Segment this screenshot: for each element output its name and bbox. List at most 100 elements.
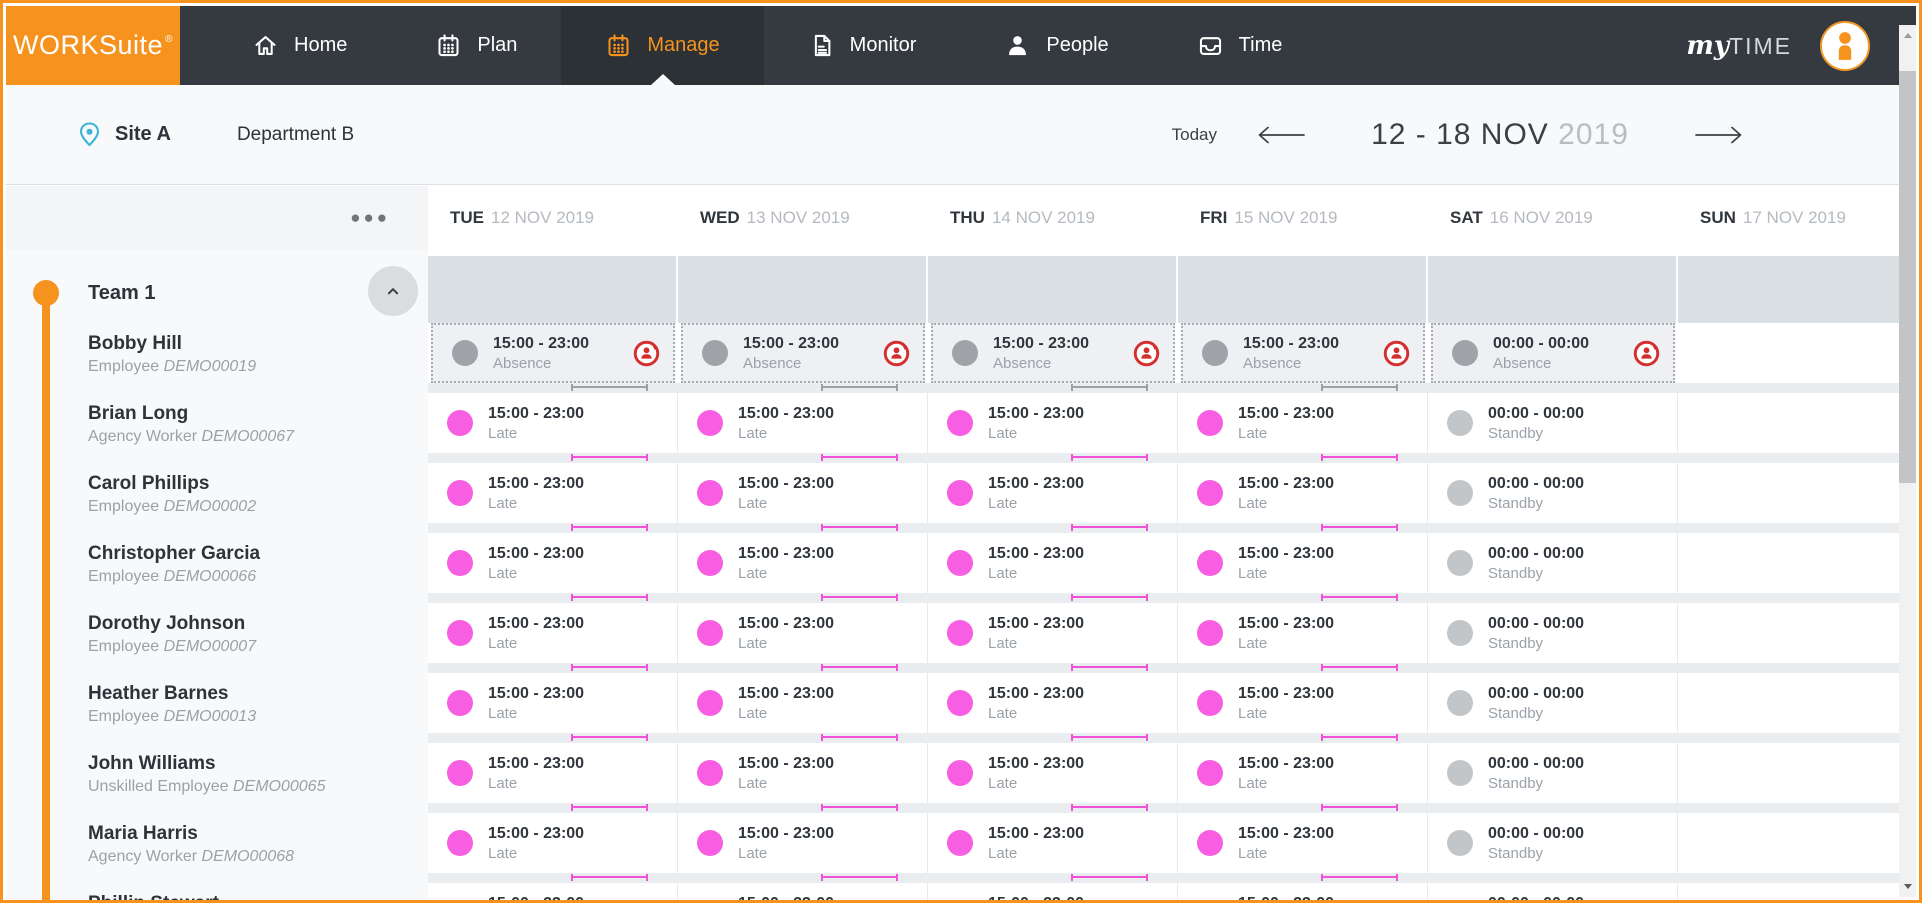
shift-cell[interactable]: 00:00 - 00:00 Absence <box>1431 323 1675 383</box>
schedule-grid: Team 1 Bobby Hill Employee DEMO00019 Brian… <box>6 250 1903 900</box>
team-header[interactable]: Team 1 <box>6 250 428 324</box>
employee-list-item[interactable]: Carol Phillips Employee DEMO00002 <box>6 464 428 534</box>
shift-label: Absence <box>993 354 1052 372</box>
employee-list-item[interactable]: Christopher Garcia Employee DEMO00066 <box>6 534 428 604</box>
tab-time[interactable]: Time <box>1153 6 1327 85</box>
previous-week-button[interactable] <box>1255 124 1307 146</box>
active-tab-caret <box>650 74 675 85</box>
tab-people[interactable]: People <box>960 6 1152 85</box>
empty-cell <box>1678 813 1903 873</box>
employee-list-item[interactable]: Bobby Hill Employee DEMO00019 <box>6 324 428 394</box>
document-icon <box>814 34 831 57</box>
shift-cell[interactable]: 15:00 - 23:00 Absence <box>681 323 925 383</box>
department-selector[interactable]: Department B <box>236 123 355 145</box>
scroll-up-arrow-icon[interactable] <box>1899 27 1916 44</box>
ellipsis-menu-icon[interactable]: ●●● <box>350 208 390 227</box>
context-bar: Site A Department B Today 12 - 18 NOV 20… <box>6 85 1903 185</box>
worksuite-logo[interactable]: WORKSuite ® <box>6 6 180 85</box>
tab-home[interactable]: Home <box>208 6 391 85</box>
employee-list-item[interactable]: Heather Barnes Employee DEMO00013 <box>6 674 428 744</box>
vertical-scrollbar[interactable] <box>1899 25 1916 897</box>
shift-duration-bar <box>571 524 648 531</box>
employee-role: Employee <box>88 358 160 375</box>
next-week-button[interactable] <box>1693 124 1745 146</box>
date-navigation: Today 12 - 18 NOV 2019 <box>1172 118 1783 152</box>
employee-list-item[interactable]: Maria Harris Agency Worker DEMO00068 <box>6 814 428 884</box>
employee-list-item[interactable]: Brian Long Agency Worker DEMO00067 <box>6 394 428 464</box>
day-date: 14 NOV 2019 <box>991 208 1095 227</box>
empty-cell <box>1678 533 1903 593</box>
shift-cell[interactable]: 15:00 - 23:00 Absence <box>931 323 1175 383</box>
shift-time: 15:00 - 23:00 <box>993 334 1090 352</box>
user-avatar-button[interactable] <box>1820 20 1870 71</box>
shift-label: Late <box>488 634 518 652</box>
site-selector[interactable]: Site A <box>76 121 171 148</box>
tab-plan[interactable]: Plan <box>391 6 561 85</box>
tab-manage[interactable]: Manage <box>561 6 764 85</box>
shift-time: 15:00 - 23:00 <box>488 824 585 842</box>
scrollbar-thumb[interactable] <box>1899 71 1916 483</box>
shift-duration-bar <box>1321 874 1398 881</box>
employee-list-item[interactable]: John Williams Unskilled Employee DEMO0006… <box>6 744 428 814</box>
collapse-team-button[interactable] <box>368 266 418 316</box>
shift-cell[interactable]: 15:00 - 23:00 Absence <box>1181 323 1425 383</box>
shift-cell[interactable]: 15:00 - 23:00 Absence <box>431 323 675 383</box>
late-status-dot <box>1197 550 1223 576</box>
shift-time: 15:00 - 23:00 <box>1243 334 1340 352</box>
employee-role: Employee <box>88 498 160 515</box>
row-gap-band <box>428 733 1903 743</box>
today-button[interactable]: Today <box>1171 124 1217 144</box>
scroll-down-arrow-icon[interactable] <box>1899 878 1916 895</box>
employee-list-item[interactable]: Dorothy Johnson Employee DEMO00007 <box>6 604 428 674</box>
location-pin-icon <box>79 122 100 147</box>
employee-list-item[interactable]: Phillip Stewart <box>6 884 428 900</box>
shift-duration-bar <box>821 524 898 531</box>
mytime-logo: myTIME <box>1686 31 1792 61</box>
shift-time: 15:00 - 23:00 <box>1238 754 1335 772</box>
tab-monitor[interactable]: Monitor <box>764 6 961 85</box>
shift-text: 15:00 - 23:00 Absence <box>993 335 1089 372</box>
